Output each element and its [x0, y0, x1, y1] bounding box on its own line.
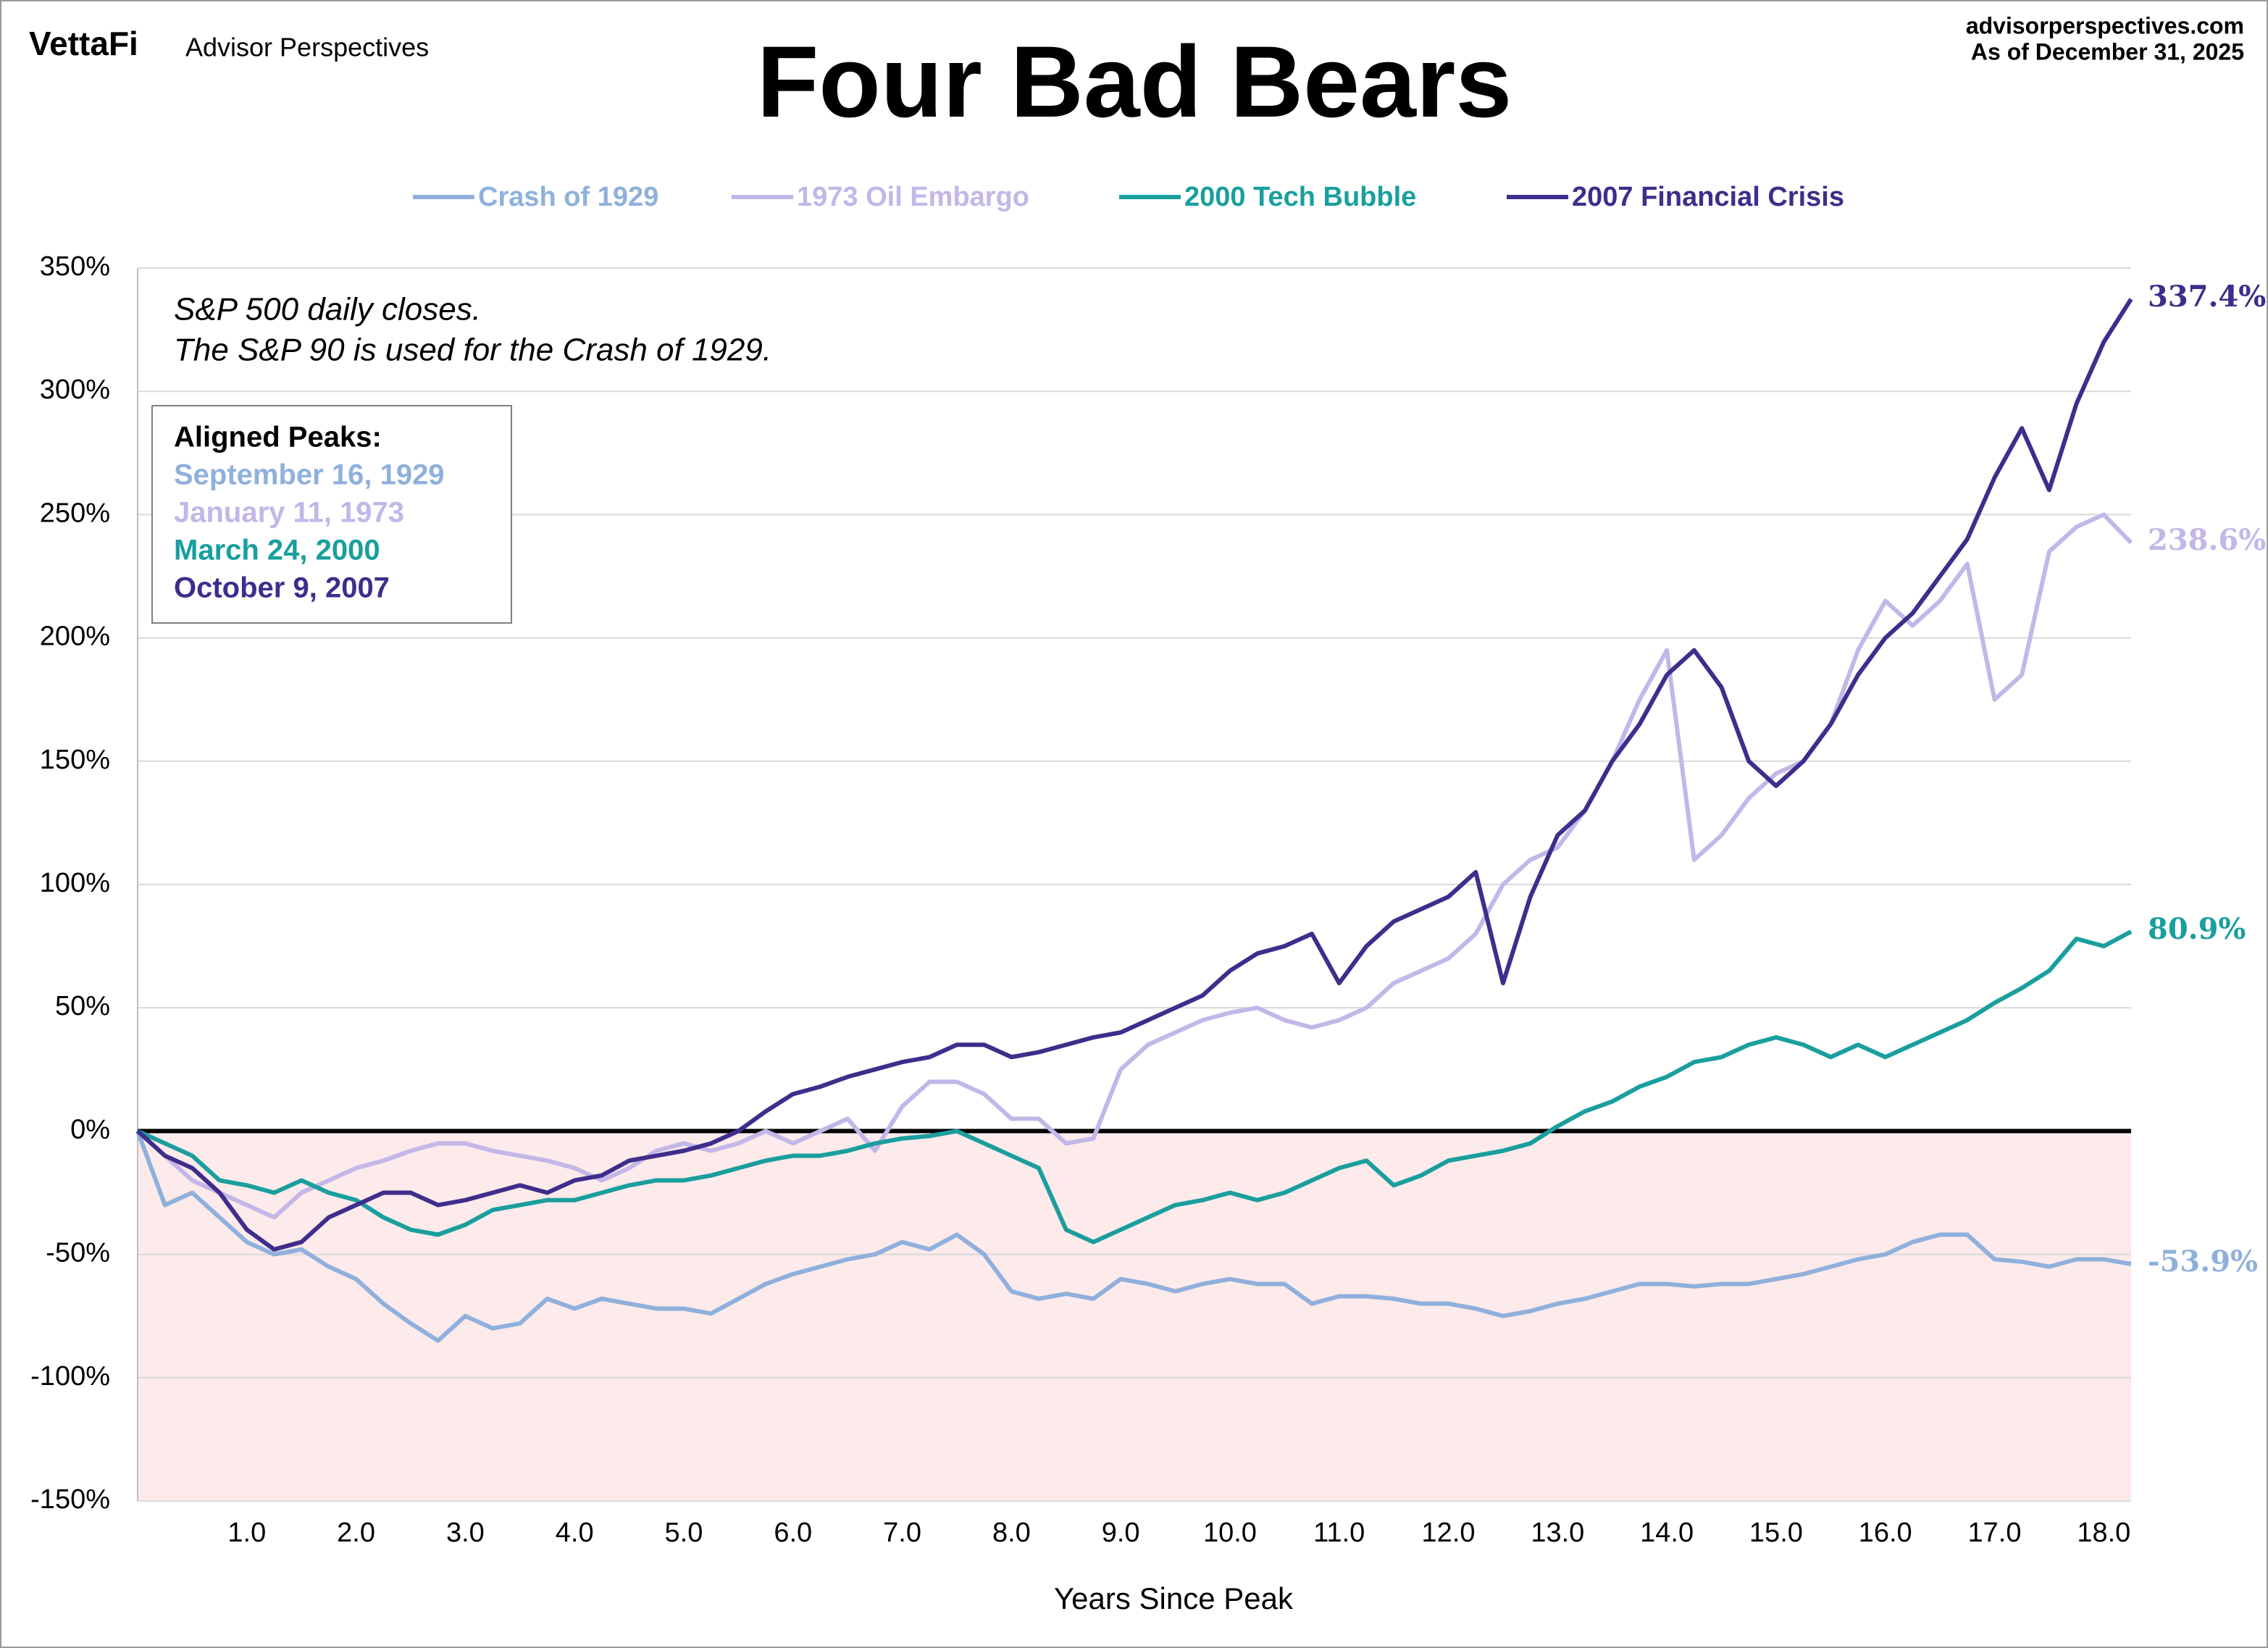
- y-tick-label: 50%: [55, 991, 110, 1021]
- legend-label: 2007 Financial Crisis: [1572, 182, 1844, 212]
- x-tick-label: 4.0: [556, 1518, 594, 1548]
- x-tick-label: 3.0: [446, 1518, 485, 1548]
- x-tick-label: 8.0: [992, 1518, 1031, 1548]
- note: S&P 500 daily closes.: [174, 292, 481, 327]
- end-label: 337.4%: [2148, 280, 2266, 314]
- end-label: 80.9%: [2148, 912, 2246, 946]
- chart-title: Four Bad Bears: [757, 25, 1512, 138]
- x-tick-label: 11.0: [1313, 1518, 1365, 1548]
- x-tick-label: 13.0: [1531, 1518, 1584, 1548]
- x-tick-label: 17.0: [1968, 1518, 2022, 1548]
- end-label: 238.6%: [2148, 523, 2266, 557]
- x-tick-label: 16.0: [1859, 1518, 1912, 1548]
- y-tick-label: 150%: [40, 745, 110, 775]
- legend-label: 2000 Tech Bubble: [1184, 182, 1416, 212]
- y-tick-label: -50%: [46, 1238, 110, 1268]
- y-tick-label: 300%: [40, 375, 110, 405]
- y-tick-label: -150%: [30, 1484, 110, 1515]
- x-tick-label: 12.0: [1422, 1518, 1476, 1548]
- x-tick-label: 10.0: [1203, 1518, 1257, 1548]
- y-tick-label: 100%: [40, 868, 110, 898]
- peaks-title: Aligned Peaks:: [174, 422, 382, 453]
- series-line: [135, 298, 2133, 1252]
- series-line: [136, 929, 2133, 1245]
- series-line: [135, 1130, 2132, 1343]
- peak-date: October 9, 2007: [174, 572, 390, 604]
- peak-date: January 11, 1973: [174, 497, 404, 529]
- peak-date: March 24, 2000: [174, 535, 380, 566]
- note: The S&P 90 is used for the Crash of 1929…: [174, 332, 771, 368]
- brand-sub: Advisor Perspectives: [185, 33, 429, 62]
- x-tick-label: 14.0: [1640, 1518, 1694, 1548]
- x-tick-label: 7.0: [883, 1518, 921, 1548]
- x-tick-label: 1.0: [227, 1518, 266, 1548]
- x-tick-label: 9.0: [1102, 1518, 1140, 1548]
- x-tick-label: 6.0: [774, 1518, 812, 1548]
- x-tick-label: 15.0: [1749, 1518, 1803, 1548]
- peaks-box: [151, 405, 512, 624]
- y-tick-label: 250%: [40, 498, 110, 528]
- negative-region: [138, 1131, 2131, 1501]
- y-tick-label: 0%: [70, 1114, 110, 1145]
- legend-label: 1973 Oil Embargo: [797, 182, 1029, 212]
- x-tick-label: 2.0: [337, 1518, 375, 1548]
- x-tick-label: 5.0: [665, 1518, 703, 1548]
- site: advisorperspectives.com: [1966, 12, 2244, 38]
- y-tick-label: 350%: [40, 251, 110, 282]
- peak-date: September 16, 1929: [174, 459, 445, 491]
- as-of: As of December 31, 2025: [1971, 38, 2244, 64]
- end-label: -53.9%: [2148, 1245, 2258, 1279]
- brand: VettaFi: [29, 25, 138, 62]
- y-tick-label: 200%: [40, 622, 110, 652]
- x-axis-label: Years Since Peak: [1054, 1581, 1294, 1615]
- legend-label: Crash of 1929: [478, 182, 658, 212]
- x-tick-label: 18.0: [2077, 1518, 2130, 1548]
- y-tick-label: -100%: [30, 1361, 110, 1392]
